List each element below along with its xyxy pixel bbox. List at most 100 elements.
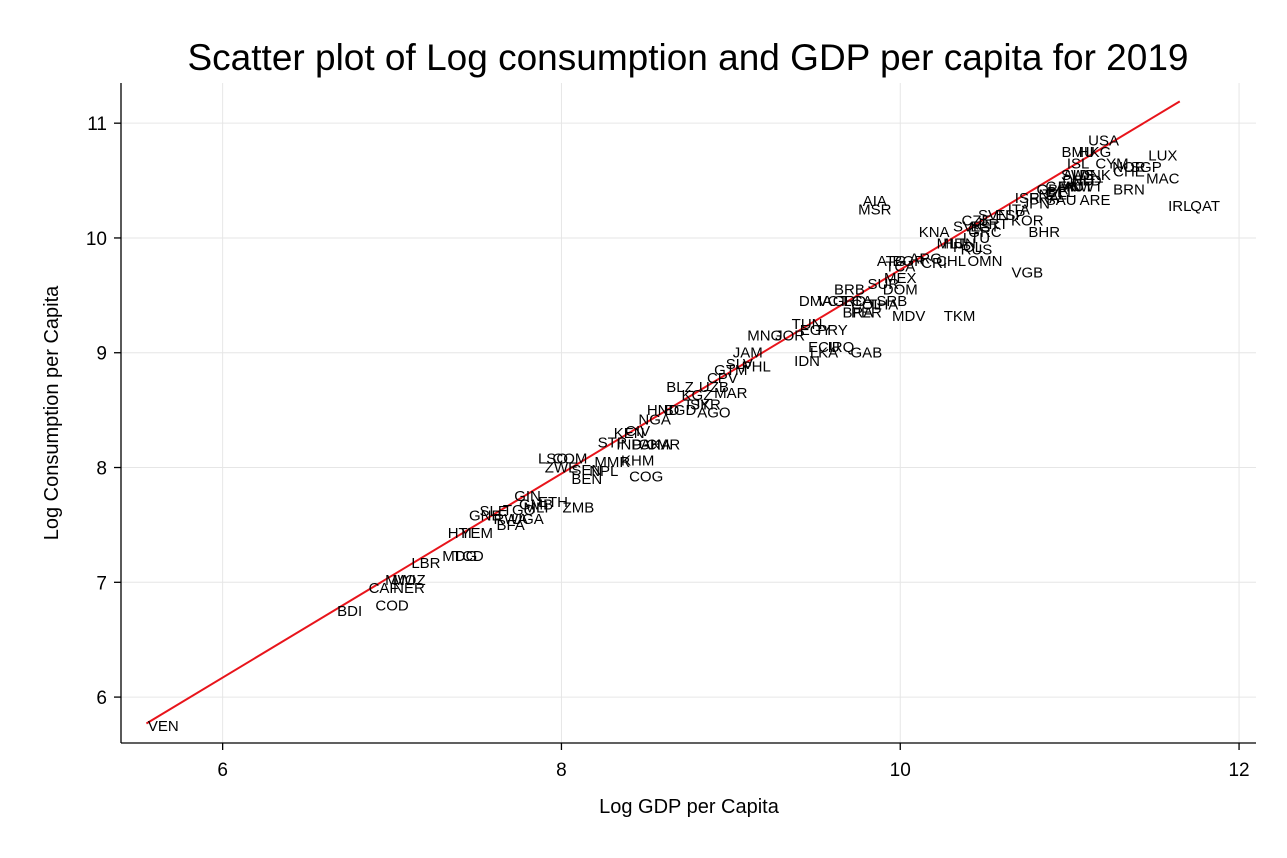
point-label: QAT xyxy=(1190,198,1220,215)
point-label: GHA xyxy=(638,437,671,454)
point-label: PRT xyxy=(979,216,1009,233)
point-label: LSO xyxy=(538,450,568,467)
point-label: CMR xyxy=(646,437,680,454)
point-label: KOR xyxy=(1011,213,1044,230)
point-label: SYR xyxy=(690,396,721,413)
point-label: STP xyxy=(598,434,627,451)
point-label: AGO xyxy=(697,404,730,421)
y-tick-label: 6 xyxy=(96,688,107,709)
point-label: KGZ xyxy=(682,387,713,404)
point-label: DMA xyxy=(799,293,832,310)
point-label: COM xyxy=(552,450,587,467)
point-label: IND xyxy=(616,437,642,454)
axes xyxy=(120,83,1256,744)
point-label: SRB xyxy=(876,293,907,310)
point-label: LCA xyxy=(843,293,872,310)
point-label: GTM xyxy=(714,362,747,379)
point-label: BFA xyxy=(496,517,524,534)
point-label: ECU xyxy=(808,339,840,356)
grid-lines xyxy=(121,83,1256,743)
point-label: AUS xyxy=(1063,167,1094,184)
chart-title: Scatter plot of Log consumption and GDP … xyxy=(188,37,1189,78)
point-label: MLT xyxy=(937,236,966,253)
point-label: TGO xyxy=(503,502,536,519)
point-label: CPV xyxy=(707,370,738,387)
point-label: JAM xyxy=(733,345,763,362)
point-label: TUN xyxy=(792,316,823,333)
x-tick-label: 10 xyxy=(890,760,911,781)
point-label: EGY xyxy=(800,322,832,339)
point-label: ARE xyxy=(1080,192,1111,209)
point-label: CYM xyxy=(1095,155,1128,172)
point-label: CRI xyxy=(921,255,947,272)
point-label: AIA xyxy=(863,193,887,210)
point-label: NER xyxy=(393,580,425,597)
point-label: CIV xyxy=(625,423,650,440)
point-label: DEU xyxy=(1062,173,1094,190)
point-label: IDN xyxy=(794,353,820,370)
point-label: IRQ xyxy=(828,339,855,356)
point-label: ISR xyxy=(1015,190,1040,207)
point-label: COG xyxy=(629,469,663,486)
x-tick-label: 12 xyxy=(1228,760,1249,781)
point-label: SVN xyxy=(978,207,1009,224)
point-label: PRY xyxy=(817,322,848,339)
point-label: FIN xyxy=(1058,178,1082,195)
point-label: BRN xyxy=(1113,182,1145,199)
point-label: SAU xyxy=(1046,192,1077,209)
point-label: OMN xyxy=(967,253,1002,270)
point-label: SGP xyxy=(1130,159,1162,176)
point-label: NZL xyxy=(1039,186,1067,203)
point-label: BHR xyxy=(1028,224,1060,241)
x-tick-label: 6 xyxy=(217,760,228,781)
point-label: ATG xyxy=(877,253,907,270)
point-label: PER xyxy=(851,305,882,322)
point-label: GMB xyxy=(519,496,553,513)
point-label: YEM xyxy=(460,525,493,542)
point-label: CHL xyxy=(936,253,966,270)
y-tick-label: 11 xyxy=(87,114,107,135)
point-label: LUX xyxy=(1148,147,1177,164)
point-label: COD xyxy=(375,597,409,614)
point-label: MEX xyxy=(884,270,917,287)
x-tick-label: 8 xyxy=(556,760,567,781)
point-label: ARG xyxy=(909,251,942,268)
y-axis-label: Log Consumption per Capita xyxy=(41,285,63,540)
point-label: KEN xyxy=(614,425,645,442)
point-label: POL xyxy=(953,239,983,256)
point-label: BMU xyxy=(1061,144,1094,161)
point-label: MDG xyxy=(442,548,477,565)
point-label: SVK xyxy=(953,218,983,235)
point-label: LKA xyxy=(810,345,838,362)
point-label: DNK xyxy=(1079,167,1111,184)
point-label: COL xyxy=(851,297,882,314)
point-label: GAB xyxy=(851,345,883,362)
point-label: PAK xyxy=(632,437,661,454)
point-label: RUS xyxy=(961,241,993,258)
point-label: GIN xyxy=(514,488,541,505)
point-label: MNG xyxy=(747,328,782,345)
point-label: SLE xyxy=(480,503,508,520)
point-label: GRD xyxy=(833,293,867,310)
y-tick-label: 9 xyxy=(96,344,107,365)
fit-line xyxy=(145,100,1181,725)
point-label: VEN xyxy=(148,718,179,735)
point-label: BDI xyxy=(337,603,362,620)
point-label: NPL xyxy=(589,463,618,480)
point-label: VCT xyxy=(817,293,847,310)
point-label: CAN xyxy=(1045,178,1077,195)
point-label: PHL xyxy=(742,359,771,376)
point-label: CAF xyxy=(369,580,399,597)
y-tick-label: 8 xyxy=(96,459,107,480)
point-label: ETH xyxy=(538,494,568,511)
point-label: VGB xyxy=(1011,264,1043,281)
point-label: ZMB xyxy=(563,500,595,517)
point-label: UGA xyxy=(511,511,544,528)
x-axis-label: Log GDP per Capita xyxy=(599,796,780,818)
point-label: MAC xyxy=(1146,170,1180,187)
point-label: MLI xyxy=(524,500,549,517)
point-label: KHM xyxy=(621,453,654,470)
point-label: USA xyxy=(1088,132,1119,149)
point-label: JPN xyxy=(1022,196,1050,213)
